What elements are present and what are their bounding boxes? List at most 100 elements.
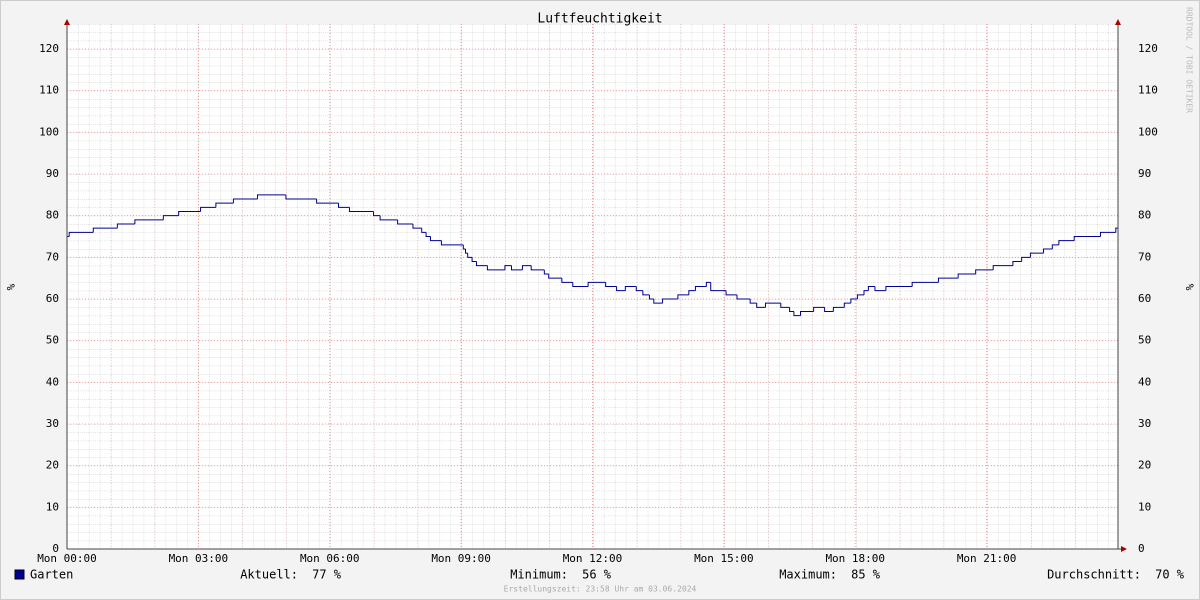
line-step xyxy=(1021,256,1031,262)
line-step xyxy=(486,265,505,271)
line-step xyxy=(285,194,317,200)
stat-label: Durchschnitt: xyxy=(1047,568,1141,582)
line-step xyxy=(677,294,689,300)
line-step xyxy=(397,219,413,225)
stat-value: 70 % xyxy=(1155,568,1185,582)
line-step xyxy=(256,194,286,200)
line-step xyxy=(992,265,1013,270)
x-tick-label: Mon 21:00 xyxy=(957,552,1017,565)
x-tick-label: Mon 15:00 xyxy=(694,552,754,565)
line-step xyxy=(462,244,466,250)
line-step xyxy=(510,265,523,271)
line-step xyxy=(116,223,135,229)
line-step xyxy=(1012,261,1022,266)
line-step xyxy=(624,286,637,291)
line-step xyxy=(68,231,94,237)
line-step xyxy=(832,306,845,312)
stat-label: Aktuell: xyxy=(240,568,298,582)
line-step xyxy=(316,199,339,204)
line-step xyxy=(338,203,350,208)
line-step xyxy=(789,307,794,313)
y-tick-label: 50 xyxy=(46,334,59,347)
y-tick-label-right: 120 xyxy=(1138,42,1158,55)
y-tick-label-right: 70 xyxy=(1138,250,1151,263)
y-tick-label: 60 xyxy=(46,292,59,305)
line-step xyxy=(1099,231,1116,237)
line-step xyxy=(504,265,512,270)
watermark: RRDTOOL / TOBI OETIKER xyxy=(1185,7,1194,113)
line-step xyxy=(780,303,790,308)
y-tick-label: 20 xyxy=(46,459,59,472)
y-tick-label-right: 90 xyxy=(1138,167,1151,180)
axis-arrow xyxy=(1121,546,1127,552)
line-step xyxy=(1073,236,1101,241)
line-step xyxy=(824,307,834,313)
line-step xyxy=(605,282,617,288)
line-step xyxy=(1058,240,1075,245)
line-step xyxy=(863,290,869,295)
line-step xyxy=(736,294,751,300)
line-step xyxy=(710,282,727,292)
line-step xyxy=(543,269,549,275)
line-step xyxy=(1115,227,1118,233)
line-step xyxy=(749,299,757,304)
line-step xyxy=(467,253,473,258)
line-step xyxy=(793,311,801,317)
line-step xyxy=(957,273,976,279)
line-step xyxy=(232,198,258,204)
y-tick-label-right: 100 xyxy=(1138,125,1158,138)
legend-label: Garten xyxy=(30,568,73,582)
line-step xyxy=(1043,248,1053,254)
line-step xyxy=(813,306,825,312)
axis-arrow xyxy=(1115,19,1121,25)
line-step xyxy=(521,265,532,270)
stats: Aktuell: 77 % Minimum: 56 % Maximum: 85 % Durc… xyxy=(240,568,1185,582)
y-tick-label: 40 xyxy=(46,375,59,388)
line-step xyxy=(471,257,477,263)
y-tick-label-right: 0 xyxy=(1138,542,1145,555)
line-step xyxy=(843,302,851,308)
y-tick-label: 30 xyxy=(46,417,59,430)
line-step xyxy=(379,215,398,221)
line-step xyxy=(705,281,711,287)
line-step xyxy=(421,228,427,233)
line-step xyxy=(911,281,939,287)
stat-value: 56 % xyxy=(582,568,612,582)
line-step xyxy=(874,286,886,292)
y-tick-label: 70 xyxy=(46,250,59,263)
footer: Erstellungszeit: 23:58 Uhr am 03.06.2024 xyxy=(504,585,697,594)
y-tick-label: 10 xyxy=(46,500,59,513)
x-tick-label: Mon 12:00 xyxy=(563,552,623,565)
y-tick-label-right: 50 xyxy=(1138,334,1151,347)
y-tick-label-right: 110 xyxy=(1138,84,1158,97)
y-label-right: % xyxy=(1183,284,1196,291)
y-label: % xyxy=(4,284,17,291)
line-step xyxy=(1029,252,1044,258)
y-tick-label-right: 60 xyxy=(1138,292,1151,305)
line-step xyxy=(429,236,442,242)
x-tick-label: Mon 00:00 xyxy=(37,552,97,565)
line-step xyxy=(215,202,234,208)
chart-title: Luftfeuchtigkeit xyxy=(537,12,662,27)
line-step xyxy=(561,278,573,283)
line-step xyxy=(616,286,626,292)
stat-label: Maximum: xyxy=(779,568,837,582)
line-step xyxy=(572,282,589,288)
y-tick-label: 90 xyxy=(46,167,59,180)
line-step xyxy=(642,290,650,296)
line-step xyxy=(856,294,865,300)
line-step xyxy=(373,211,381,217)
x-tick-label: Mon 06:00 xyxy=(300,552,360,565)
line-step xyxy=(653,299,663,304)
line-step xyxy=(764,302,781,308)
line-step xyxy=(688,290,696,295)
line-step xyxy=(867,286,875,291)
line-step xyxy=(162,215,179,220)
line-step xyxy=(348,207,374,213)
line-step xyxy=(530,265,545,271)
y-tick-label-right: 20 xyxy=(1138,459,1151,472)
y-tick-label: 0 xyxy=(52,542,59,555)
line-step xyxy=(178,211,201,216)
line-step xyxy=(587,281,606,287)
